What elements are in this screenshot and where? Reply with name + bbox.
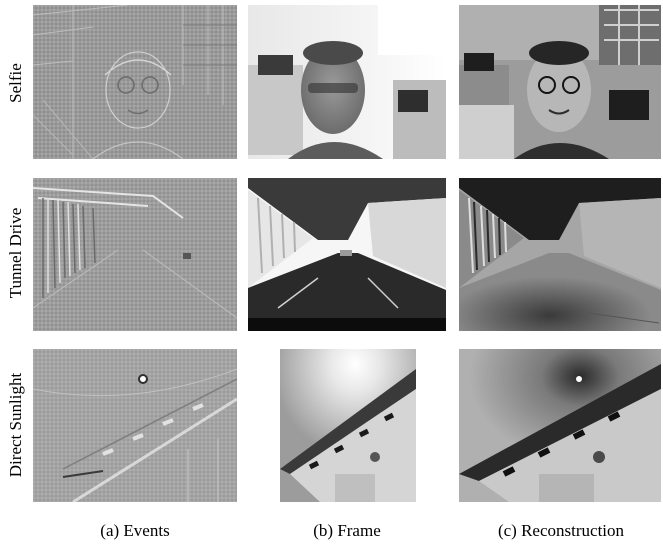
selfie-reconstruction-image	[459, 5, 661, 159]
caption-prefix: (c)	[497, 521, 517, 540]
caption-prefix: (b)	[313, 521, 334, 540]
tunnel-events-image	[33, 178, 237, 331]
row-label-direct-sunlight: Direct Sunlight	[6, 372, 25, 478]
caption-text: Reconstruction	[521, 521, 625, 540]
selfie-frame-image	[248, 5, 446, 159]
tunnel-reconstruction-image	[459, 178, 661, 331]
caption-prefix: (a)	[100, 521, 120, 540]
caption-text: Frame	[337, 521, 381, 540]
sunlight-events-image	[33, 349, 237, 502]
tunnel-frame-image	[248, 178, 446, 331]
sunlight-reconstruction-image	[459, 349, 661, 502]
row-label-tunnel-drive: Tunnel Drive	[6, 207, 25, 299]
caption-frame: (b) Frame	[272, 521, 422, 541]
selfie-events-image	[33, 5, 237, 159]
caption-reconstruction: (c) Reconstruction	[466, 521, 656, 541]
caption-text: Events	[123, 521, 170, 540]
row-label-selfie: Selfie	[6, 63, 25, 103]
sunlight-frame-image	[280, 349, 416, 502]
caption-events: (a) Events	[60, 521, 210, 541]
